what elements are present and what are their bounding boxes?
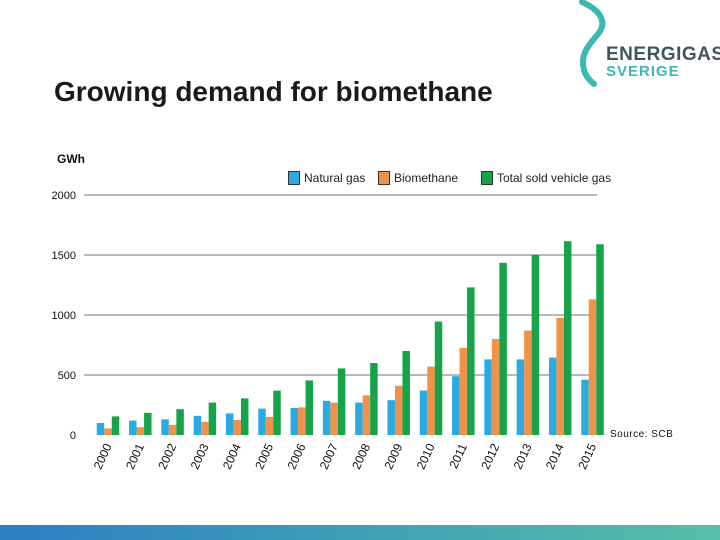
bar-biomethane — [524, 330, 532, 435]
x-tick-label: 2004 — [220, 441, 244, 471]
bar-biomethane — [362, 395, 371, 435]
bar-biomethane — [104, 428, 112, 435]
bar-total-sold-vehicle-gas — [111, 416, 120, 435]
x-tick-label: 2005 — [252, 441, 276, 471]
legend-swatch-natural-gas — [288, 171, 300, 185]
bar-total-sold-vehicle-gas — [240, 398, 249, 435]
bar-biomethane — [394, 385, 403, 435]
bar-natural-gas — [161, 419, 169, 435]
bar-biomethane — [298, 407, 306, 435]
x-tick-label: 2015 — [575, 441, 599, 471]
footer-gradient-bar — [0, 525, 720, 540]
bar-biomethane — [168, 424, 177, 435]
x-tick-label: 2002 — [155, 441, 179, 471]
x-tick-label: 2000 — [91, 441, 115, 471]
bar-total-sold-vehicle-gas — [402, 351, 410, 435]
x-tick-label: 2013 — [511, 441, 535, 471]
bar-natural-gas — [548, 357, 557, 435]
x-tick-label: 2011 — [446, 441, 470, 471]
bar-natural-gas — [355, 402, 363, 435]
bar-natural-gas — [96, 423, 105, 435]
bar-biomethane — [556, 318, 564, 435]
x-tick-label: 2014 — [543, 441, 567, 471]
y-tick-label: 1500 — [52, 250, 76, 262]
x-tick-label: 2001 — [123, 441, 147, 471]
bar-total-sold-vehicle-gas — [434, 321, 443, 435]
bar-biomethane — [330, 402, 338, 435]
bar-total-sold-vehicle-gas — [370, 363, 378, 435]
bar-natural-gas — [452, 376, 460, 435]
bar-natural-gas — [290, 408, 299, 435]
bar-total-sold-vehicle-gas — [563, 241, 572, 435]
bar-total-sold-vehicle-gas — [305, 380, 314, 435]
bar-natural-gas — [258, 408, 266, 435]
bar-total-sold-vehicle-gas — [531, 255, 540, 435]
bar-natural-gas — [419, 390, 428, 435]
bar-total-sold-vehicle-gas — [337, 368, 346, 435]
bar-natural-gas — [387, 400, 395, 435]
bar-biomethane — [459, 348, 468, 435]
y-tick-label: 0 — [70, 430, 76, 442]
legend-label-biomethane: Biomethane — [394, 171, 459, 185]
bar-natural-gas — [129, 420, 137, 435]
bar-biomethane — [491, 339, 500, 435]
legend-label-total: Total sold vehicle gas — [497, 171, 612, 185]
bar-biomethane — [201, 421, 209, 435]
bar-total-sold-vehicle-gas — [596, 244, 604, 435]
bar-biomethane — [233, 420, 241, 435]
y-tick-label: 2000 — [52, 190, 76, 202]
x-tick-label: 2003 — [188, 441, 212, 471]
bar-biomethane — [588, 299, 597, 435]
bar-natural-gas — [516, 359, 525, 435]
logo-text-energigas: ENERGIGAS — [606, 44, 720, 65]
bar-biomethane — [265, 417, 274, 435]
logo-text-sverige: SVERIGE — [606, 63, 680, 80]
bar-total-sold-vehicle-gas — [144, 412, 152, 435]
x-tick-label: 2010 — [414, 441, 438, 471]
legend-label-natural-gas: Natural gas — [304, 171, 366, 185]
bar-natural-gas — [581, 379, 589, 435]
x-tick-label: 2008 — [349, 441, 373, 471]
bar-total-sold-vehicle-gas — [273, 390, 281, 435]
bar-biomethane — [427, 366, 435, 435]
bar-total-sold-vehicle-gas — [467, 287, 475, 435]
bar-natural-gas — [322, 400, 331, 435]
x-tick-label: 2009 — [381, 441, 405, 471]
bar-natural-gas — [193, 415, 202, 435]
bar-natural-gas — [225, 413, 234, 435]
x-tick-label: 2012 — [478, 441, 502, 471]
bar-total-sold-vehicle-gas — [208, 402, 217, 435]
x-tick-label: 2006 — [285, 441, 309, 471]
x-tick-label: 2007 — [317, 441, 341, 471]
bar-total-sold-vehicle-gas — [499, 262, 507, 435]
y-tick-label: 1000 — [52, 310, 76, 322]
bar-total-sold-vehicle-gas — [176, 409, 184, 435]
source-note: Source: SCB — [610, 429, 674, 440]
logo-swoosh-icon — [579, 0, 606, 87]
bar-natural-gas — [484, 359, 492, 435]
legend-swatch-biomethane — [378, 171, 390, 185]
y-axis-unit-label: GWh — [57, 152, 85, 166]
page-title: Growing demand for biomethane — [54, 76, 493, 107]
energigas-logo — [570, 0, 720, 90]
legend-swatch-total — [481, 171, 493, 185]
y-tick-label: 500 — [58, 370, 76, 382]
bar-biomethane — [136, 427, 145, 435]
